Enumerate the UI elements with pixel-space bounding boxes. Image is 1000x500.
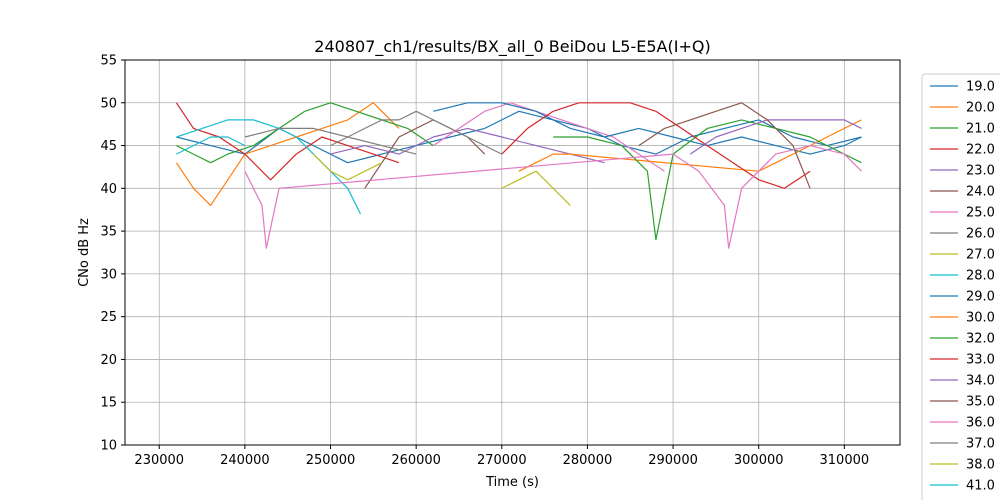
series-line-41.0 xyxy=(176,136,246,155)
y-tick-label: 50 xyxy=(100,96,117,111)
series-line-23.0 xyxy=(330,127,605,164)
y-tick-label: 35 xyxy=(100,225,117,240)
legend-label: 29.0 xyxy=(966,290,995,305)
y-tick-label: 30 xyxy=(100,267,117,282)
x-tick-label: 260000 xyxy=(391,453,441,468)
series-line-25.0 xyxy=(432,102,665,172)
x-tick-label: 240000 xyxy=(220,453,270,468)
legend-box xyxy=(921,73,1000,500)
legend-label: 25.0 xyxy=(966,206,995,221)
x-tick-label: 300000 xyxy=(734,453,784,468)
plot-border xyxy=(124,59,901,446)
y-tick-label: 10 xyxy=(100,439,117,454)
x-axis: 230000 240000 250000 260000 270000 280000 2900… xyxy=(134,445,869,468)
x-tick-label: 280000 xyxy=(563,453,613,468)
x-tick-label: 310000 xyxy=(820,453,870,468)
x-tick-label: 270000 xyxy=(477,453,527,468)
series-line-20.0 xyxy=(175,102,400,206)
legend-label: 30.0 xyxy=(966,311,995,326)
y-axis: 10 15 20 25 30 35 40 45 50 55 xyxy=(100,54,125,454)
series-line-32.0 xyxy=(553,119,862,241)
legend-label: 37.0 xyxy=(966,437,995,452)
series-line-21.0 xyxy=(176,102,434,164)
legend-label: 33.0 xyxy=(966,353,995,368)
series-line-36.0 xyxy=(244,145,862,249)
y-tick-label: 20 xyxy=(100,353,117,368)
plot-area xyxy=(125,60,900,445)
legend-label: 27.0 xyxy=(966,248,995,263)
legend-label: 38.0 xyxy=(966,458,995,473)
y-tick-label: 45 xyxy=(100,139,117,154)
legend-label: 22.0 xyxy=(966,143,995,158)
legend-label: 32.0 xyxy=(966,332,995,347)
legend-label: 36.0 xyxy=(966,416,995,431)
series-line-28.0 xyxy=(176,119,362,215)
legend-label: 34.0 xyxy=(966,374,995,389)
legend-label: 26.0 xyxy=(966,227,995,242)
legend-label: 35.0 xyxy=(966,395,995,410)
legend-label: 28.0 xyxy=(966,269,995,284)
series-line-35.0 xyxy=(638,102,811,189)
x-tick-label: 230000 xyxy=(134,453,184,468)
legend-label: 24.0 xyxy=(966,185,995,200)
series-layer xyxy=(175,102,862,249)
y-axis-title: CNo dB Hz xyxy=(77,218,92,287)
series-line-38.0 xyxy=(312,153,383,181)
series-line-27.0 xyxy=(501,170,571,206)
series-line-30.0 xyxy=(518,119,862,172)
grid xyxy=(125,59,900,446)
x-tick-label: 290000 xyxy=(648,453,698,468)
y-tick-label: 55 xyxy=(100,54,117,69)
y-tick-label: 25 xyxy=(100,310,117,325)
legend: 19.0 20.0 21.0 22.0 23.0 24.0 25.0 26.0 27.0 28.0… xyxy=(921,73,1000,500)
chart-title: 240807_ch1/results/BX_all_0 BeiDou L5-E5… xyxy=(314,37,710,57)
legend-label: 19.0 xyxy=(966,80,995,95)
y-tick-label: 15 xyxy=(100,396,117,411)
series-line-26.0 xyxy=(330,110,503,155)
legend-label: 21.0 xyxy=(966,122,995,137)
series-line-33.0 xyxy=(501,102,811,189)
series-line-34.0 xyxy=(689,119,862,155)
x-tick-label: 250000 xyxy=(306,453,356,468)
series-line-37.0 xyxy=(244,127,417,155)
legend-label: 41.0 xyxy=(966,479,995,494)
series-line-29.0 xyxy=(433,102,862,155)
y-tick-label: 40 xyxy=(100,182,117,197)
x-axis-title: Time (s) xyxy=(485,475,539,490)
legend-label: 20.0 xyxy=(966,101,995,116)
legend-label: 23.0 xyxy=(966,164,995,179)
series-line-22.0 xyxy=(175,102,400,181)
